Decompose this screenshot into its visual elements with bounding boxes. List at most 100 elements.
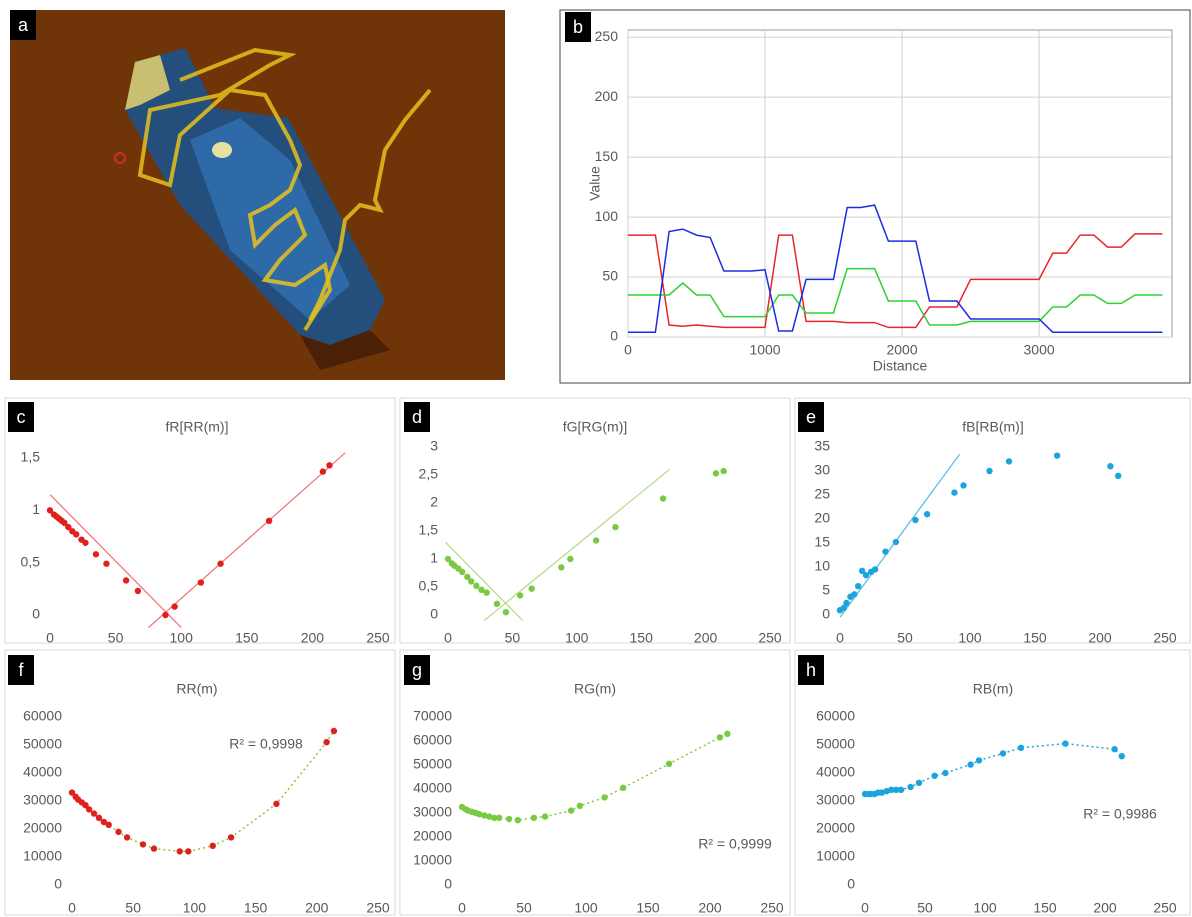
point	[528, 585, 535, 592]
flake-edge	[125, 55, 170, 110]
point	[659, 495, 667, 502]
point	[878, 789, 885, 796]
point	[1062, 740, 1069, 747]
y-tick-label: 30000	[413, 804, 452, 820]
y-tick-label: 25	[814, 486, 830, 502]
y-tick-label: 40000	[816, 764, 855, 780]
chart-title: RR(m)	[176, 681, 217, 697]
point	[491, 814, 498, 821]
point	[46, 507, 54, 514]
point	[473, 582, 480, 590]
point	[883, 788, 890, 795]
trendline	[483, 468, 670, 622]
point	[176, 848, 183, 855]
panel-label-box	[8, 655, 34, 685]
y-tick-label: 15	[814, 534, 830, 550]
x-tick-label: 200	[694, 630, 718, 646]
point	[82, 539, 89, 546]
point	[1111, 746, 1118, 753]
chart-title: RG(m)	[574, 681, 616, 697]
y-tick-label: 0,5	[419, 578, 439, 594]
panel-label: a	[18, 15, 29, 35]
x-tick-label: 250	[760, 900, 784, 916]
point	[209, 842, 216, 849]
y-tick-label: 150	[595, 148, 619, 164]
x-tick-label: 0	[458, 900, 466, 916]
x-tick-label: 0	[836, 630, 844, 646]
point	[855, 583, 862, 590]
x-tick-label: 50	[108, 630, 124, 646]
point	[171, 603, 178, 610]
trendline	[461, 733, 728, 821]
x-tick-label: 50	[897, 630, 913, 646]
x-tick-label: 100	[958, 630, 982, 646]
y-tick-label: 30	[814, 462, 830, 478]
point	[888, 786, 895, 793]
point	[115, 828, 122, 835]
panel-label: f	[18, 660, 24, 680]
point	[65, 523, 72, 531]
annotation: R² = 0,9986	[1083, 806, 1157, 822]
point	[265, 517, 273, 524]
x-tick-label: 50	[505, 630, 521, 646]
x-tick-label: 200	[698, 900, 722, 916]
y-tick-label: 250	[595, 28, 619, 44]
point	[227, 834, 235, 841]
point	[942, 769, 949, 777]
point	[486, 813, 493, 820]
y-tick-label: 50000	[23, 736, 62, 752]
panel-frame	[4, 649, 396, 916]
x-tick-label: 150	[636, 900, 660, 916]
x-tick-label: 250	[1153, 630, 1177, 646]
point	[915, 779, 923, 786]
point	[123, 834, 131, 841]
point	[95, 814, 103, 821]
trendline	[444, 541, 524, 622]
point	[323, 739, 330, 746]
point	[712, 470, 720, 477]
point	[502, 609, 510, 616]
panel-label-box	[565, 12, 591, 42]
point	[150, 845, 158, 852]
panel-label: b	[573, 17, 583, 37]
point	[576, 802, 583, 809]
x-tick-label: 3000	[1024, 342, 1055, 358]
point	[476, 811, 483, 818]
point	[893, 786, 900, 793]
point	[481, 812, 488, 819]
point	[61, 519, 68, 527]
panel-frame	[794, 649, 1191, 916]
panel-label: g	[412, 660, 422, 680]
trendline	[49, 494, 182, 629]
point	[319, 468, 327, 475]
chart-title: fG[RG(m)]	[563, 419, 628, 435]
panel-frame	[399, 649, 791, 916]
y-tick-label: 60000	[413, 732, 452, 748]
x-tick-label: 100	[565, 630, 589, 646]
x-tick-label: 0	[624, 342, 632, 358]
data-line	[628, 204, 1163, 333]
flake-layer	[190, 118, 350, 320]
x-tick-label: 0	[444, 630, 452, 646]
y-tick-label: 0	[610, 328, 618, 344]
trace	[137, 47, 333, 332]
y-tick-label: 50000	[413, 756, 452, 772]
point	[1053, 452, 1061, 459]
point	[931, 772, 938, 779]
x-tick-label: 250	[366, 900, 390, 916]
y-tick-label: 50000	[816, 736, 855, 752]
point	[185, 848, 192, 855]
y-axis-label: Value	[587, 166, 603, 201]
point	[665, 760, 673, 767]
point	[1107, 463, 1114, 470]
panel-label-box	[404, 655, 430, 685]
point	[620, 784, 627, 791]
point	[444, 555, 452, 563]
y-tick-label: 2	[430, 494, 438, 510]
point	[330, 727, 338, 735]
y-tick-label: 20000	[23, 820, 62, 836]
point	[197, 579, 205, 586]
point	[892, 538, 900, 546]
point	[558, 564, 565, 571]
annotation: R² = 0,9998	[229, 736, 303, 752]
